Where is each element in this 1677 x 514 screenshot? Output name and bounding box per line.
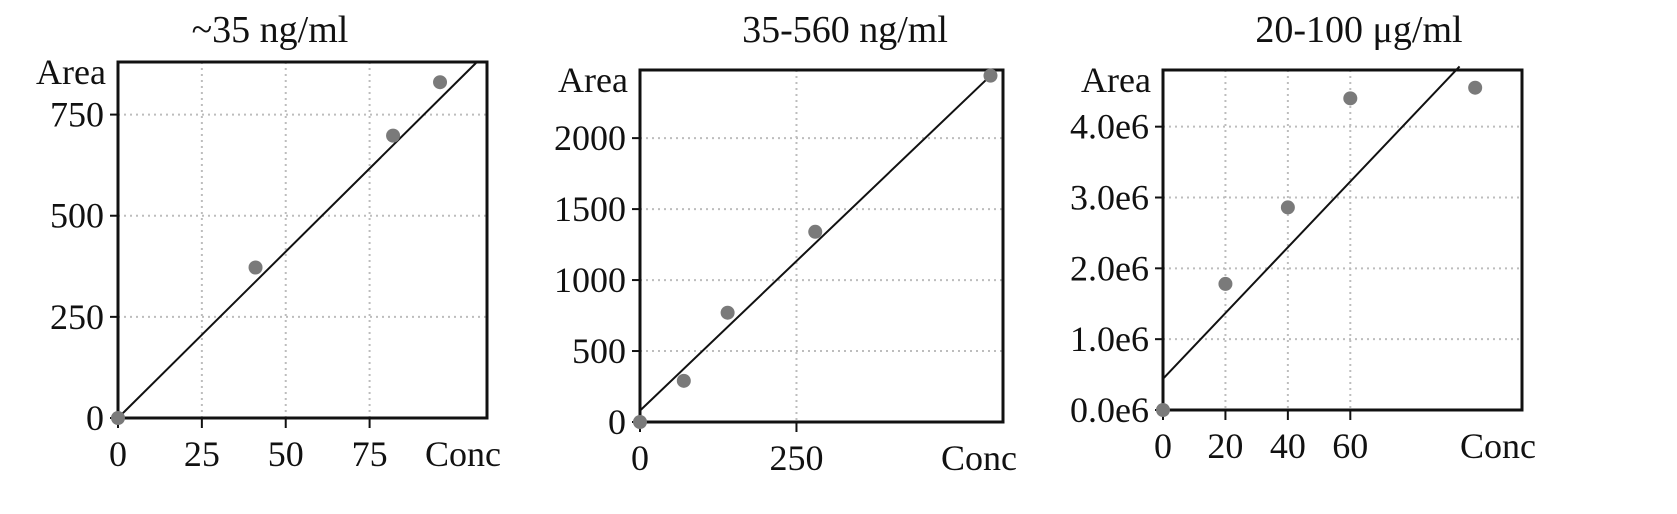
y-tick-label: 1000 [554,260,626,300]
data-point [1280,200,1295,215]
chart-3: 20-100 μg/ml 0 20 40 60 0.0e6 1.0e6 2.0e6 3.0e6 4… [1070,9,1536,466]
fit-line [117,61,478,419]
data-point [720,305,735,320]
y-tick-label: 750 [50,95,104,135]
y-tick-label: 1500 [554,189,626,229]
plot-frame [116,60,489,420]
data-point [1468,80,1483,95]
x-tick-label: 250 [769,438,823,478]
data-point [808,224,823,239]
x-tick-label: 60 [1332,426,1368,466]
data-point [1156,403,1170,417]
x-axis-label: Conc [1460,426,1536,466]
data-point [248,260,263,275]
chart-title: ~35 ng/ml [192,9,349,51]
data-point [111,411,125,425]
y-tick-label: 250 [50,297,104,337]
y-tick-label: 2000 [554,118,626,158]
y-tick-label: 2.0e6 [1070,248,1149,288]
x-tick-label: 20 [1207,426,1243,466]
plot-frame [1161,68,1524,412]
x-tick-label: 0 [631,438,649,478]
data-point [1218,276,1233,291]
y-tick-label: 0 [608,402,626,442]
x-tick-label: 25 [184,434,220,474]
y-axis-label: Area [558,60,628,100]
x-tick-label: 75 [352,434,388,474]
y-tick-label: 3.0e6 [1070,178,1149,218]
fit-line [639,74,992,412]
y-tick-label: 1.0e6 [1070,319,1149,359]
chart-2: 35-560 ng/ml 0 250 0 500 1000 1500 2000 Area Conc [554,9,1017,478]
y-tick-label: 0.0e6 [1070,390,1149,430]
data-point [433,75,448,90]
x-tick-label: 40 [1270,426,1306,466]
y-axis-label: Area [1081,60,1151,100]
x-axis-label: Conc [425,434,501,474]
y-tick-label: 500 [50,196,104,236]
y-axis-label: Area [36,52,106,92]
y-tick-label: 4.0e6 [1070,107,1149,147]
fit-line [1162,65,1461,380]
x-tick-label: 0 [1154,426,1172,466]
data-point [386,128,401,143]
data-point [676,373,691,388]
plot-frame [638,68,1005,424]
chart-title: 35-560 ng/ml [742,9,948,51]
x-tick-label: 50 [268,434,304,474]
x-tick-label: 0 [109,434,127,474]
data-point [633,415,647,429]
chart-title: 20-100 μg/ml [1255,9,1462,51]
data-point [983,68,998,83]
y-tick-label: 500 [572,331,626,371]
data-point [1343,91,1358,106]
y-tick-label: 0 [86,398,104,438]
x-axis-label: Conc [941,438,1017,478]
